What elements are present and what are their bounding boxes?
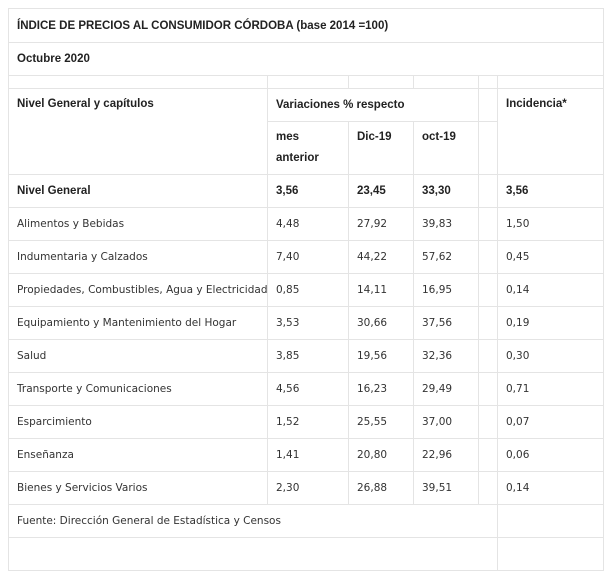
cell-dic: 16,23 (348, 372, 414, 406)
cell-inc: 0,19 (496, 306, 605, 340)
cell-mes: 1,52 (267, 405, 349, 439)
cell-dic: 14,11 (348, 273, 414, 307)
cell-name: Alimentos y Bebidas (8, 207, 268, 241)
cell-oct: 37,00 (413, 405, 479, 439)
cell-name: Equipamiento y Mantenimiento del Hogar (8, 306, 268, 340)
cell-inc: 0,71 (496, 372, 605, 406)
cell-oct: 57,62 (413, 240, 479, 274)
cell-oct: 32,36 (413, 339, 479, 373)
cell-inc: 0,06 (496, 438, 605, 472)
cell-name: Esparcimiento (8, 405, 268, 439)
cell-mes: 7,40 (267, 240, 349, 274)
cell-mes: 1,41 (267, 438, 349, 472)
cell-inc: 1,50 (496, 207, 605, 241)
table-row: Transporte y Comunicaciones 4,56 16,23 29,4… (8, 372, 605, 406)
cell-oct: 22,96 (413, 438, 479, 472)
header-month-prev: mes anterior (267, 121, 349, 175)
cell-oct: 33,30 (413, 174, 479, 208)
table-title: ÍNDICE DE PRECIOS AL CONSUMIDOR CÓRDOBA … (7, 8, 605, 43)
cell-name: Nivel General (8, 174, 268, 208)
cell-dic: 19,56 (348, 339, 414, 373)
cell-oct: 29,49 (413, 372, 479, 406)
cell-name: Bienes y Servicios Varios (8, 471, 268, 505)
table-row: Alimentos y Bebidas 4,48 27,92 39,83 1,50 (8, 207, 605, 241)
cell-oct: 39,51 (413, 471, 479, 505)
cell-dic: 26,88 (348, 471, 414, 505)
cell-mes: 4,56 (267, 372, 349, 406)
cell-dic: 44,22 (348, 240, 414, 274)
cell-dic: 30,66 (348, 306, 414, 340)
cpi-table: ÍNDICE DE PRECIOS AL CONSUMIDOR CÓRDOBA … (7, 8, 605, 571)
cell-dic: 20,80 (348, 438, 414, 472)
table-row: Equipamiento y Mantenimiento del Hogar 3,… (8, 306, 605, 340)
table-row: Enseñanza 1,41 20,80 22,96 0,06 (8, 438, 605, 472)
cell-mes: 4,48 (267, 207, 349, 241)
table-row: Propiedades, Combustibles, Agua y Electr… (8, 273, 605, 307)
header-variations: Variaciones % respecto (267, 88, 479, 122)
table-row: Indumentaria y Calzados 7,40 44,22 57,62 0,4… (8, 240, 605, 274)
table-row: Bienes y Servicios Varios 2,30 26,88 39,51 0… (8, 471, 605, 505)
cell-inc: 0,07 (496, 405, 605, 439)
cell-mes: 3,85 (267, 339, 349, 373)
cell-name: Transporte y Comunicaciones (8, 372, 268, 406)
cell-name: Enseñanza (8, 438, 268, 472)
cell-oct: 16,95 (413, 273, 479, 307)
cell-mes: 0,85 (267, 273, 349, 307)
cell-dic: 23,45 (348, 174, 414, 208)
source-note: Fuente: Dirección General de Estadística… (8, 504, 498, 538)
header-oct19: oct-19 (413, 121, 479, 175)
table-row: Salud 3,85 19,56 32,36 0,30 (8, 339, 605, 373)
cell-inc: 0,45 (496, 240, 605, 274)
header-dec19: Dic-19 (348, 121, 414, 175)
cell-inc: 3,56 (496, 174, 605, 208)
cell-inc: 0,14 (496, 273, 605, 307)
cell-mes: 3,56 (267, 174, 349, 208)
cell-oct: 39,83 (413, 207, 479, 241)
cell-name: Propiedades, Combustibles, Agua y Electr… (8, 273, 268, 307)
table-row: Esparcimiento 1,52 25,55 37,00 0,07 (8, 405, 605, 439)
period-label: Octubre 2020 (7, 42, 605, 76)
cell-mes: 2,30 (267, 471, 349, 505)
cell-inc: 0,30 (496, 339, 605, 373)
cell-inc: 0,14 (496, 471, 605, 505)
table-row: Nivel General 3,56 23,45 33,30 3,56 (8, 174, 605, 208)
cell-name: Indumentaria y Calzados (8, 240, 268, 274)
header-incidence: Incidencia* (496, 88, 605, 175)
cell-oct: 37,56 (413, 306, 479, 340)
cell-dic: 27,92 (348, 207, 414, 241)
cell-name: Salud (8, 339, 268, 373)
cell-mes: 3,53 (267, 306, 349, 340)
cell-dic: 25,55 (348, 405, 414, 439)
header-chapters: Nivel General y capítulos (8, 88, 268, 175)
